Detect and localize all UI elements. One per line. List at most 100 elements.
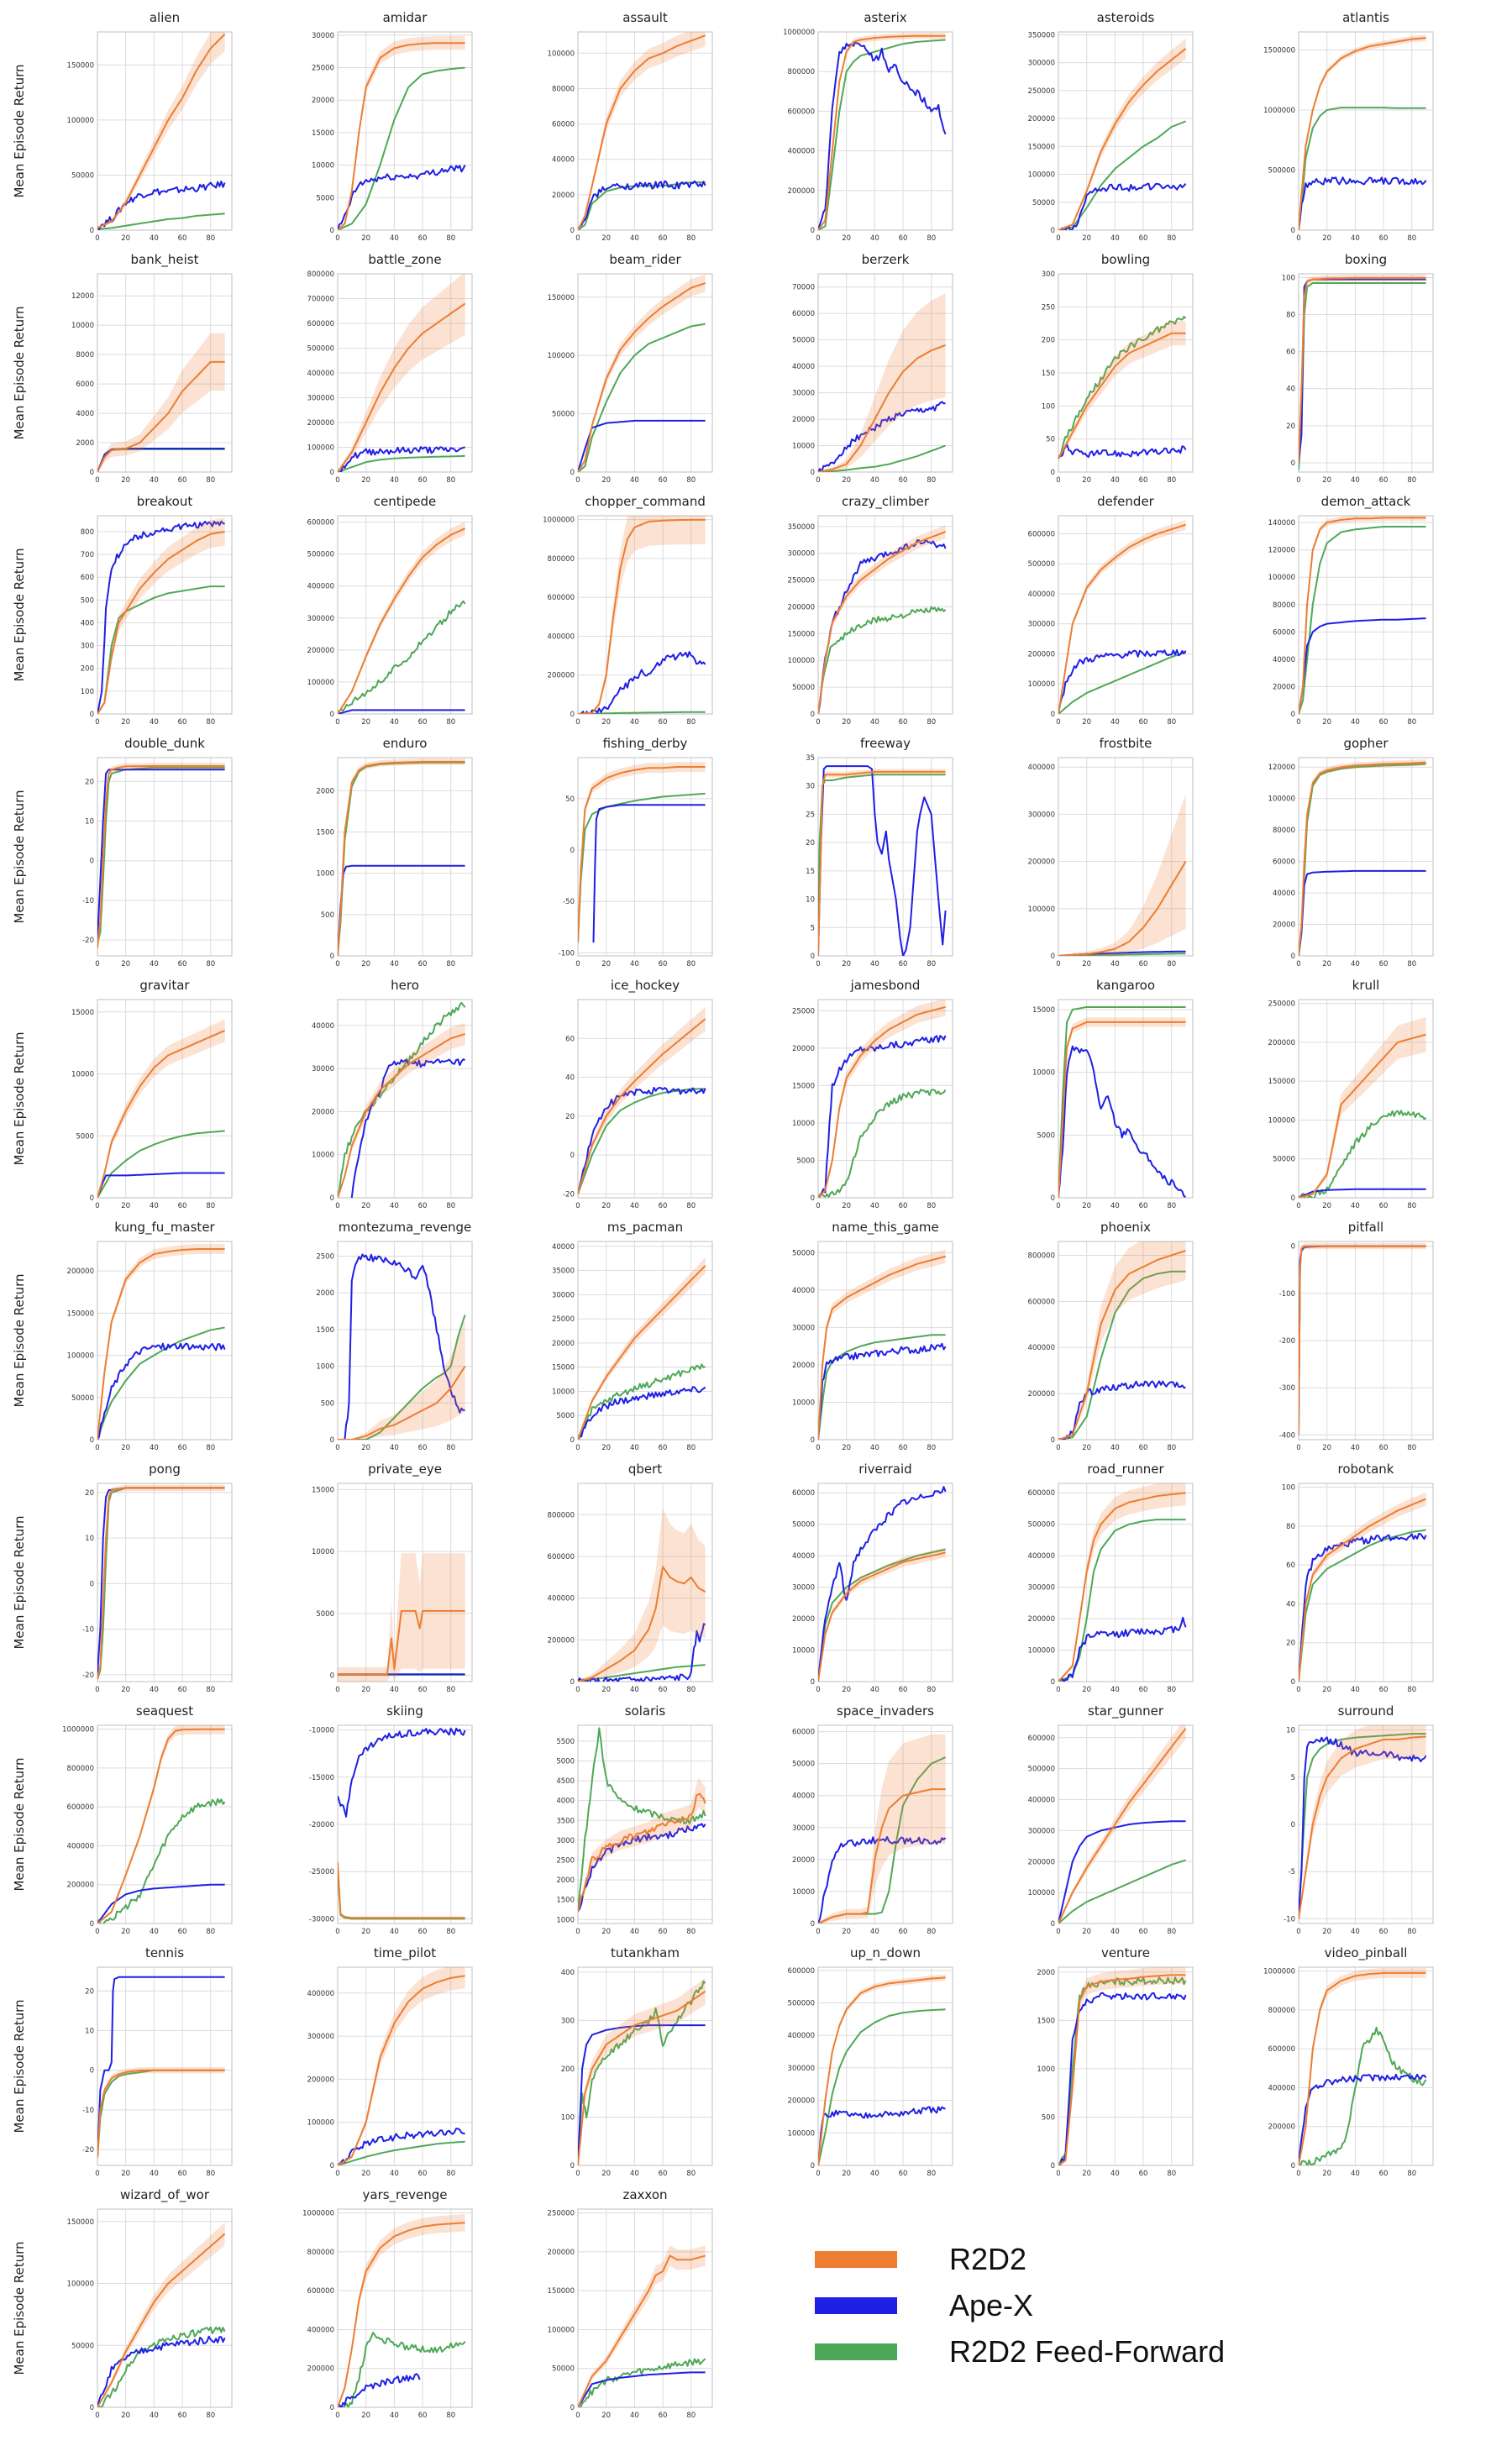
line-r2d2 [338, 527, 466, 714]
band-r2d2 [578, 274, 706, 472]
plot-frame [97, 2208, 233, 2408]
line-r2d2-feed-forward [338, 2140, 465, 2165]
y-tick-label: 50000 [71, 171, 94, 180]
y-tick-label: 200000 [307, 419, 334, 428]
line-r2d2-feed-forward [1299, 763, 1426, 956]
y-tick-label: 50000 [792, 337, 815, 345]
x-tick-label: 0 [575, 1202, 580, 1210]
panel-title: atlantis [1342, 10, 1389, 25]
x-tick-label: 20 [1082, 2170, 1091, 2178]
y-tick-label: 100 [561, 2113, 575, 2122]
y-tick-label: 0 [570, 2162, 575, 2170]
panel-title: yars_revenge [363, 2187, 448, 2203]
y-tick-label: 1000 [316, 870, 334, 879]
y-tick-label: 2500 [556, 1856, 575, 1865]
y-tick-label: 10000 [792, 1399, 815, 1407]
plot-frame [1058, 757, 1194, 957]
plot-frame [97, 1241, 233, 1441]
panel-montezuma-revenge: montezuma_revenge 0 500 1000 1500 2000 2500 0 20… [316, 1220, 473, 1452]
y-tick-label: 50000 [552, 411, 575, 419]
line-r2d2 [578, 282, 706, 472]
y-tick-label: 100000 [1028, 680, 1055, 689]
panel-ms-pacman: ms_pacman 0 5000 10000 15000 20000 25000 30000 3… [552, 1220, 713, 1452]
line-r2d2 [338, 1975, 465, 2165]
x-tick-label: 60 [899, 2170, 908, 2178]
y-tick-label: 200000 [307, 647, 334, 655]
x-tick-label: 0 [1296, 476, 1300, 485]
series-group [1058, 1006, 1186, 1198]
x-tick-label: 0 [1056, 476, 1060, 485]
y-tick-label: 500 [81, 596, 94, 605]
y-tick-label: 50000 [792, 1761, 815, 1769]
series-group [818, 1249, 947, 1440]
x-tick-label: 80 [206, 1686, 215, 1694]
y-tick-label: 300000 [788, 550, 815, 559]
x-tick-label: 60 [418, 1686, 428, 1694]
panel-star-gunner: star_gunner 0 100000 200000 300000 400000 5000… [1028, 1703, 1194, 1936]
legend-swatch-apex [815, 2297, 897, 2314]
x-tick-label: 60 [899, 476, 908, 485]
line-ape-x [818, 2106, 946, 2165]
x-tick-label: 0 [1056, 1686, 1060, 1694]
x-tick-label: 40 [390, 1686, 399, 1694]
panel-name-this-game: name_this_game 0 10000 20000 30000 40000 50000… [792, 1220, 953, 1452]
y-tick-label: 20 [85, 778, 94, 786]
line-r2d2 [1058, 1250, 1186, 1440]
line-ape-x [1299, 176, 1427, 230]
legend-item-r2d2: R2D2 [806, 2238, 1243, 2280]
line-r2d2-feed-forward [338, 600, 466, 714]
y-tick-label: -100 [1279, 1290, 1295, 1299]
y-tick-label: 10000 [792, 1120, 815, 1128]
y-tick-label: 4000 [76, 410, 94, 418]
line-r2d2 [1058, 1728, 1187, 1924]
x-tick-label: 60 [659, 1686, 668, 1694]
x-tick-label: 60 [1379, 1686, 1389, 1694]
line-r2d2-feed-forward [1299, 107, 1426, 230]
y-tick-label: 60 [1286, 349, 1295, 357]
x-tick-label: 40 [1110, 1444, 1120, 1452]
y-tick-label: 100000 [548, 2326, 575, 2334]
line-ape-x [578, 2371, 706, 2407]
y-tick-label: 40000 [552, 156, 575, 165]
plot-area [1058, 1241, 1193, 1440]
band-r2d2 [1058, 1483, 1186, 1682]
y-tick-label: 50000 [552, 2365, 575, 2374]
x-tick-label: 80 [927, 1444, 936, 1452]
y-tick-label: 0 [1051, 227, 1055, 235]
y-tick-label: 100000 [67, 2280, 94, 2289]
plot-frame [577, 757, 713, 957]
x-tick-label: 80 [446, 2412, 455, 2420]
panel-title: tutankham [611, 1945, 680, 1960]
y-tick-label: 1500000 [1263, 46, 1295, 55]
y-tick-label: -20 [82, 2146, 94, 2154]
y-tick-label: 500000 [788, 2000, 815, 2008]
y-tick-label: 400000 [1028, 764, 1055, 772]
line-r2d2-feed-forward [1299, 2026, 1427, 2165]
y-tick-label: 300 [1042, 270, 1055, 279]
x-tick-label: 60 [659, 718, 668, 727]
x-tick-label: 80 [446, 1686, 455, 1694]
x-tick-label: 80 [1167, 234, 1176, 243]
x-tick-label: 0 [1296, 718, 1300, 727]
band-r2d2 [1299, 1725, 1426, 1921]
y-tick-label: 20 [806, 839, 815, 848]
plot-frame [97, 999, 233, 1199]
x-tick-label: 80 [446, 476, 455, 485]
y-tick-label: 200000 [307, 2076, 334, 2084]
panel-title: qbert [628, 1462, 662, 1477]
plot-area [338, 1000, 472, 1198]
x-tick-label: 80 [686, 1202, 696, 1210]
y-tick-label: 40000 [792, 1552, 815, 1561]
y-tick-label: 500 [321, 1399, 334, 1408]
plot-area [578, 758, 712, 956]
y-tick-label: 25000 [552, 1315, 575, 1324]
x-tick-label: 60 [1379, 2170, 1389, 2178]
x-tick-label: 20 [842, 234, 851, 243]
plot-frame [337, 1483, 473, 1682]
y-tick-label: 20000 [792, 1615, 815, 1624]
y-tick-label: 500 [321, 911, 334, 920]
x-tick-label: 80 [446, 1928, 455, 1936]
x-tick-label: 60 [1139, 234, 1148, 243]
y-tick-label: 200 [81, 665, 94, 674]
panel-title: defender [1097, 494, 1155, 509]
